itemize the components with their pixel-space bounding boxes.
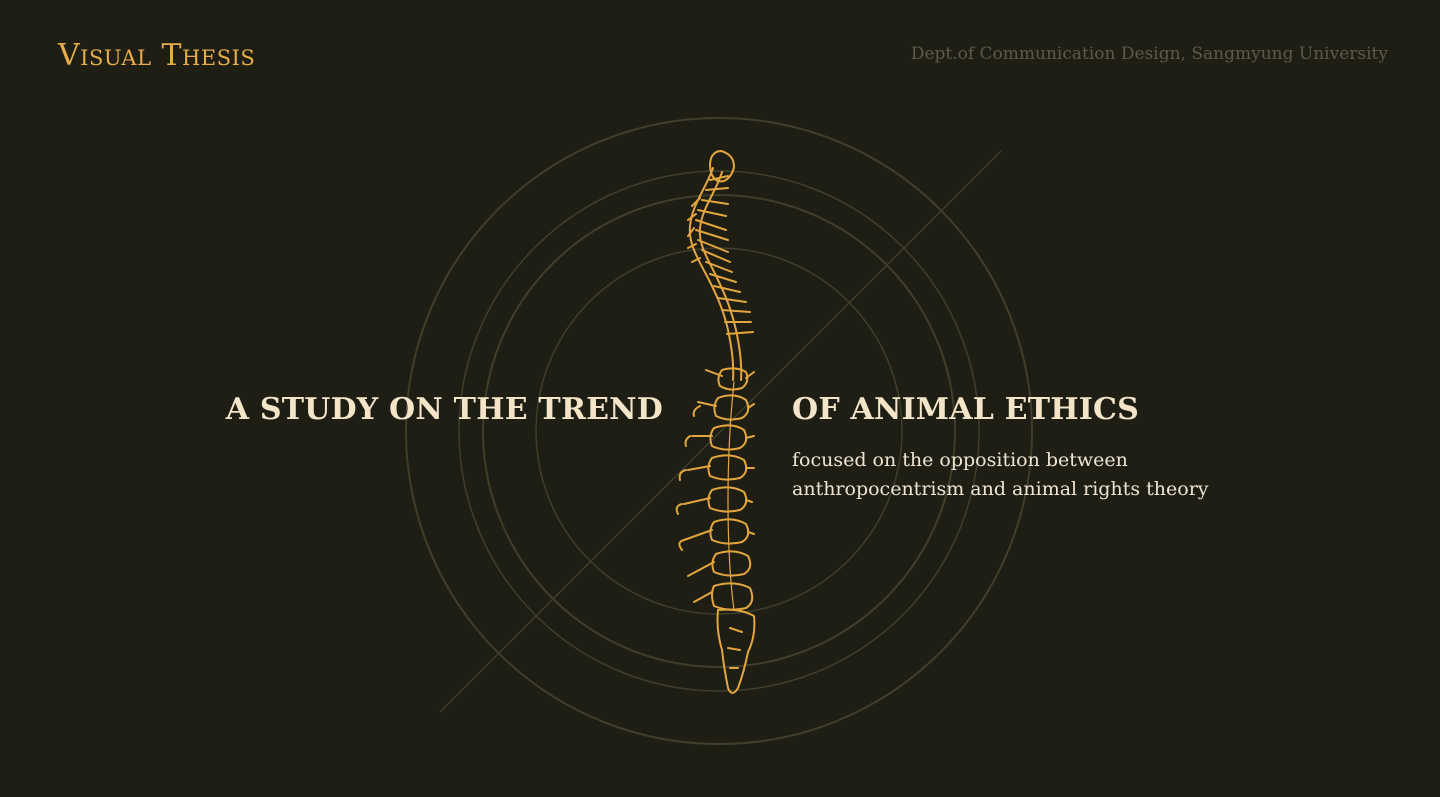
ring-outer [405, 117, 1033, 745]
target-rings [405, 117, 1033, 745]
hero-title-left: A STUDY ON THE TREND [225, 392, 663, 427]
brand-logo-link[interactable]: Visual Thesis [58, 38, 256, 73]
hero-title-right: OF ANIMAL ETHICS [792, 392, 1139, 427]
spine-illustration [675, 150, 756, 694]
ring-second [458, 170, 980, 692]
ring-third [482, 194, 956, 668]
hero-subtitle-line-1: focused on the opposition between [792, 449, 1128, 471]
diagonal-line [439, 150, 1002, 713]
hero-subtitle-line-2: anthropocentrism and animal rights theor… [792, 478, 1209, 500]
lower-vertebrae [707, 367, 756, 694]
department-label: Dept.of Communication Design, Sangmyung … [910, 44, 1388, 64]
hero-subtitle: focused on the opposition between anthro… [792, 446, 1209, 504]
